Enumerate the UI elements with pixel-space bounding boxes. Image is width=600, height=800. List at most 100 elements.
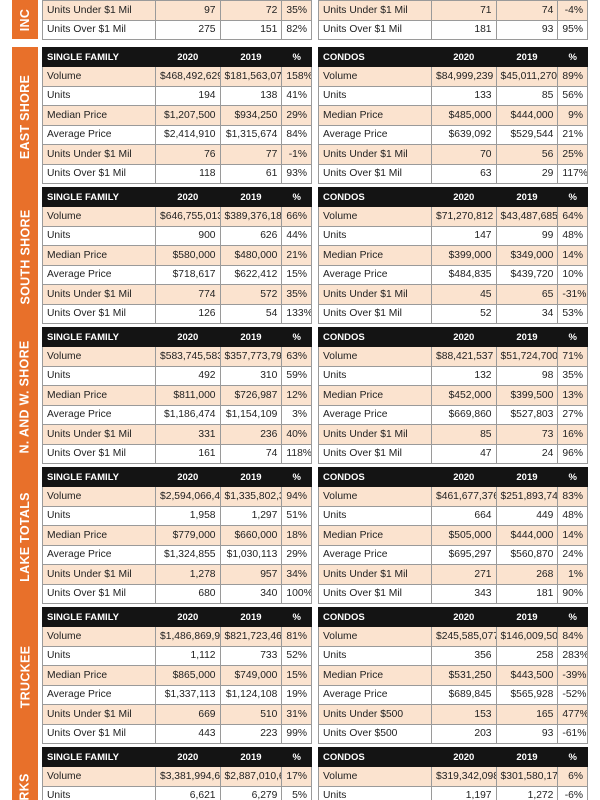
percent-change-cell: 31%: [281, 704, 312, 725]
value-cell: 54: [219, 303, 283, 324]
table-row: Average Price $639,092 $529,544 21%: [318, 124, 588, 145]
table-row: Volume $583,745,583 $357,773,798 63%: [42, 346, 312, 367]
table-category-header: SINGLE FAMILY: [42, 327, 156, 347]
column-header: %: [281, 47, 312, 67]
table-row: Units Under $1 Mil 271 268 1%: [318, 564, 588, 585]
table-header-row: CONDOS 2020 2019%: [318, 47, 588, 67]
percent-change-cell: 90%: [557, 583, 588, 604]
table-category-header: SINGLE FAMILY: [42, 747, 156, 767]
region-section: EAST SHORE SINGLE FAMILY 2020 2019% Volume $4…: [0, 47, 600, 187]
value-cell: $3,381,994,667: [154, 766, 221, 787]
value-cell: 510: [219, 704, 283, 725]
value-cell: $484,835: [430, 264, 497, 285]
row-label: Median Price: [42, 385, 156, 406]
value-cell: $639,092: [430, 124, 497, 145]
table-row: Units 194 138 41%: [42, 85, 312, 106]
table-row: Volume $319,342,098 $301,580,178 6%: [318, 766, 588, 787]
percent-change-cell: 477%: [557, 704, 588, 725]
percent-change-cell: 51%: [281, 505, 312, 526]
value-cell: $749,000: [219, 665, 283, 686]
percent-change-cell: 1%: [557, 564, 588, 585]
row-label: Units Under $1 Mil: [42, 424, 156, 445]
value-cell: $811,000: [154, 385, 221, 406]
value-cell: 310: [219, 365, 283, 386]
value-cell: 664: [430, 505, 497, 526]
percent-change-cell: -39%: [557, 665, 588, 686]
column-header: 2019: [495, 47, 559, 67]
table-row: Units Under $1 Mil 76 77 -1%: [42, 144, 312, 165]
value-cell: $443,500: [495, 665, 559, 686]
column-header: %: [281, 607, 312, 627]
value-cell: 443: [154, 723, 221, 744]
table-category-header: CONDOS: [318, 187, 432, 207]
value-cell: $1,335,802,393: [219, 486, 283, 507]
row-label: Average Price: [318, 264, 432, 285]
percent-change-cell: 35%: [557, 365, 588, 386]
table-category-header: CONDOS: [318, 47, 432, 67]
table-row: Average Price $1,186,474 $1,154,109 3%: [42, 404, 312, 425]
value-cell: $51,724,700: [495, 346, 559, 367]
value-cell: 331: [154, 424, 221, 445]
value-cell: 356: [430, 645, 497, 666]
percent-change-cell: -1%: [281, 144, 312, 165]
percent-change-cell: 25%: [557, 144, 588, 165]
single-family-table: SINGLE FAMILY 2020 2019% Volume $2,594,066,4…: [42, 467, 312, 604]
table-category-header: CONDOS: [318, 327, 432, 347]
value-cell: $779,000: [154, 525, 221, 546]
value-cell: 65: [495, 284, 559, 305]
value-cell: $718,617: [154, 264, 221, 285]
table-header-row: SINGLE FAMILY 2020 2019%: [42, 467, 312, 487]
row-label: Median Price: [42, 525, 156, 546]
table-row: Units 1,197 1,272 -6%: [318, 785, 588, 800]
value-cell: 63: [430, 163, 497, 184]
region-tab: LAKE TOTALS: [12, 467, 38, 607]
value-cell: $1,324,855: [154, 544, 221, 565]
column-header: 2019: [495, 467, 559, 487]
percent-change-cell: 48%: [557, 225, 588, 246]
region-section: N. AND W. SHORE SINGLE FAMILY 2020 2019% Vol…: [0, 327, 600, 467]
column-header: %: [557, 47, 588, 67]
value-cell: $485,000: [430, 105, 497, 126]
value-cell: $1,154,109: [219, 404, 283, 425]
table-row: Units 1,112 733 52%: [42, 645, 312, 666]
table-row: Units Over $1 Mil 47 24 96%: [318, 443, 588, 464]
value-cell: 153: [430, 704, 497, 725]
value-cell: 133: [430, 85, 497, 106]
percent-change-cell: 21%: [557, 124, 588, 145]
percent-change-cell: 89%: [557, 66, 588, 87]
row-label: Median Price: [318, 385, 432, 406]
table-category-header: CONDOS: [318, 467, 432, 487]
value-cell: 343: [430, 583, 497, 604]
table-row: Units Over $1 Mil 181 93 95%: [318, 19, 588, 40]
percent-change-cell: 95%: [557, 19, 588, 40]
percent-change-cell: 66%: [281, 206, 312, 227]
row-label: Average Price: [42, 684, 156, 705]
column-header: 2020: [430, 187, 497, 207]
value-cell: 99: [495, 225, 559, 246]
column-header: 2019: [495, 607, 559, 627]
table-row: Units 1,958 1,297 51%: [42, 505, 312, 526]
column-header: 2019: [219, 747, 283, 767]
column-header: 2019: [495, 187, 559, 207]
row-label: Volume: [318, 766, 432, 787]
value-cell: $1,486,869,902: [154, 626, 221, 647]
value-cell: $865,000: [154, 665, 221, 686]
row-label: Units: [42, 505, 156, 526]
table-row: Units Under $1 Mil 45 65 -31%: [318, 284, 588, 305]
value-cell: 70: [430, 144, 497, 165]
row-label: Volume: [42, 486, 156, 507]
row-label: Units Under $1 Mil: [318, 144, 432, 165]
row-label: Average Price: [318, 404, 432, 425]
value-cell: 774: [154, 284, 221, 305]
value-cell: $349,000: [495, 245, 559, 266]
percent-change-cell: 35%: [281, 284, 312, 305]
single-family-table: SINGLE FAMILY 2020 2019% Volume $1,486,869,9…: [42, 607, 312, 744]
value-cell: $2,887,010,673: [219, 766, 283, 787]
row-label: Units: [318, 785, 432, 800]
percent-change-cell: 118%: [281, 443, 312, 464]
table-row: Median Price $399,000 $349,000 14%: [318, 245, 588, 266]
value-cell: 56: [495, 144, 559, 165]
row-label: Units Over $1 Mil: [318, 303, 432, 324]
percent-change-cell: 283%: [557, 645, 588, 666]
percent-change-cell: -4%: [557, 0, 588, 21]
